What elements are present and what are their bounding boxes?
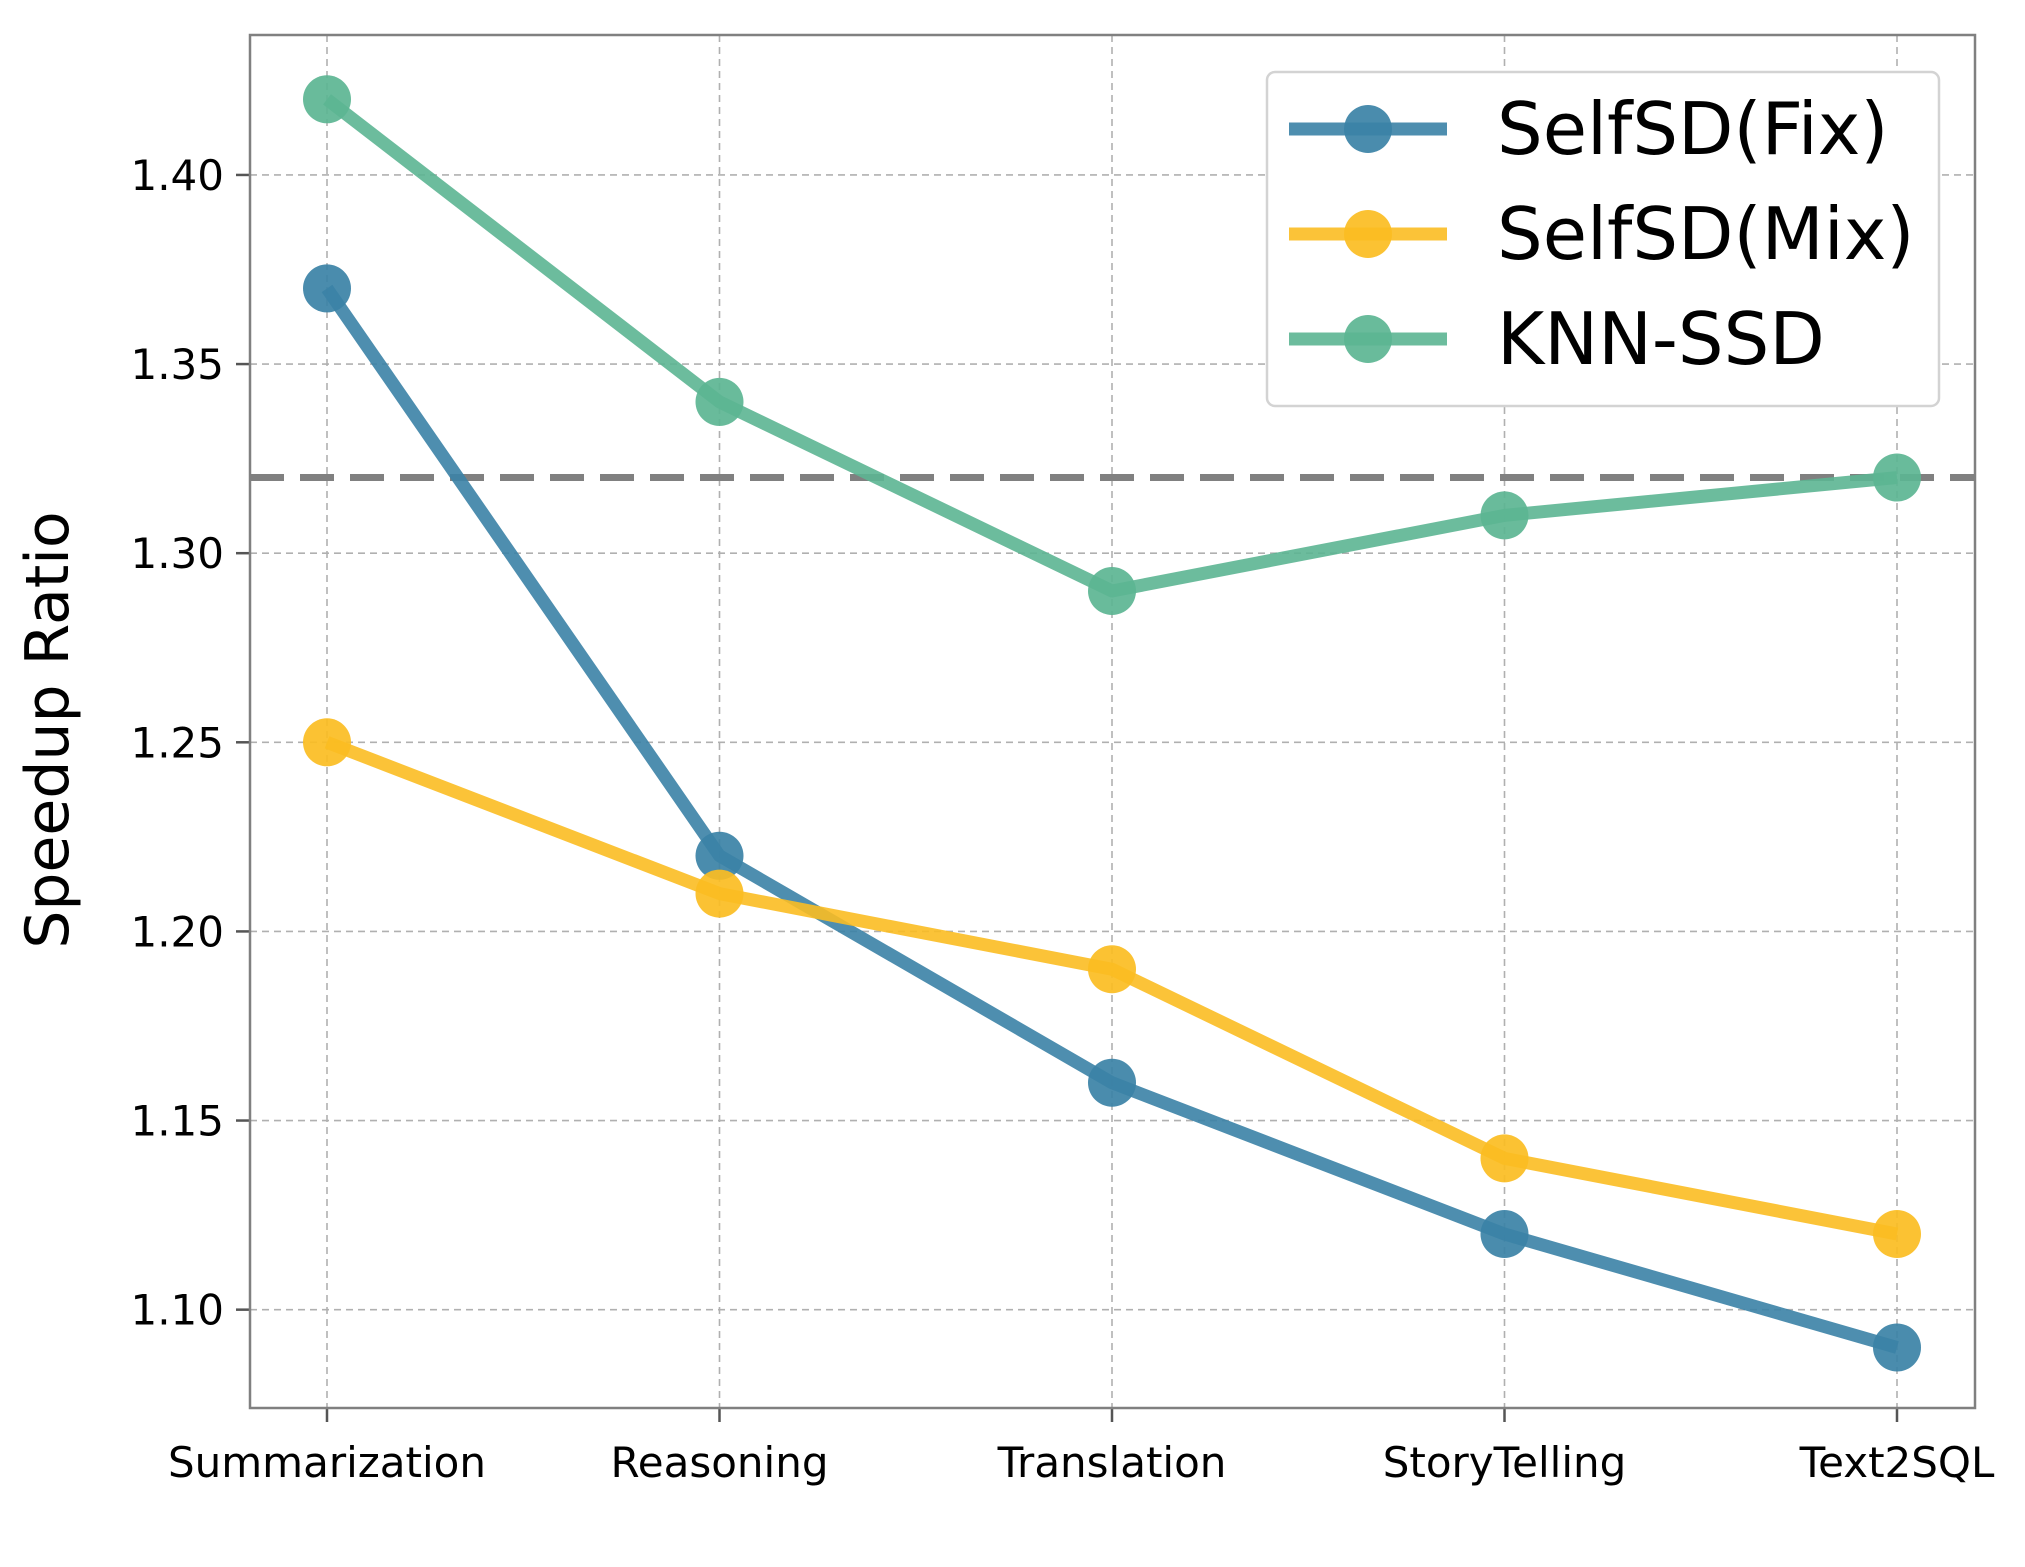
y-tick-label: 1.35: [130, 340, 224, 389]
data-point: [695, 869, 744, 918]
data-point: [303, 75, 351, 124]
data-point: [695, 831, 744, 880]
data-point: [303, 718, 351, 767]
legend-box: [1265, 70, 1941, 408]
y-tick-label: 1.15: [130, 1097, 224, 1146]
y-axis-label: Speedup Ratio: [13, 511, 83, 948]
data-point: [1088, 945, 1136, 994]
legend-entry-label: SelfSD(Fix): [1497, 87, 1888, 171]
data-point: [1088, 1058, 1136, 1107]
data-point: [1873, 453, 1921, 502]
x-tick-label: Text2SQL: [1799, 1438, 1995, 1487]
legend-entry-label: SelfSD(Mix): [1497, 192, 1914, 276]
data-point: [1480, 491, 1529, 540]
legend: SelfSD(Fix) SelfSD(Mix) KNN-SSD: [1265, 70, 1941, 408]
legend-swatch-marker: [1344, 105, 1392, 153]
legend-entry-label: KNN-SSD: [1497, 297, 1825, 381]
y-tick-label: 1.25: [130, 718, 224, 767]
series-group: [303, 75, 1921, 1372]
x-tick-label: StoryTelling: [1383, 1438, 1627, 1487]
data-point: [1480, 1134, 1529, 1183]
x-tick-label: Summarization: [168, 1438, 486, 1487]
data-point: [695, 377, 744, 426]
data-point: [1480, 1210, 1529, 1259]
data-point: [1088, 567, 1136, 616]
y-tick-label: 1.40: [130, 151, 224, 200]
data-point: [1873, 1210, 1921, 1259]
axes: Summarization Reasoning Translation StoryTe…: [130, 33, 1995, 1487]
x-tick-label: Reasoning: [610, 1438, 828, 1487]
data-point: [1873, 1323, 1921, 1372]
y-tick-label: 1.30: [130, 529, 224, 578]
data-point: [303, 264, 351, 313]
plot-frame: [248, 33, 1977, 1410]
y-tick-label: 1.10: [130, 1286, 224, 1335]
legend-swatch-marker: [1344, 315, 1392, 363]
x-tick-label: Translation: [997, 1438, 1227, 1487]
y-tick-label: 1.20: [130, 907, 224, 956]
legend-swatch-marker: [1344, 210, 1392, 258]
